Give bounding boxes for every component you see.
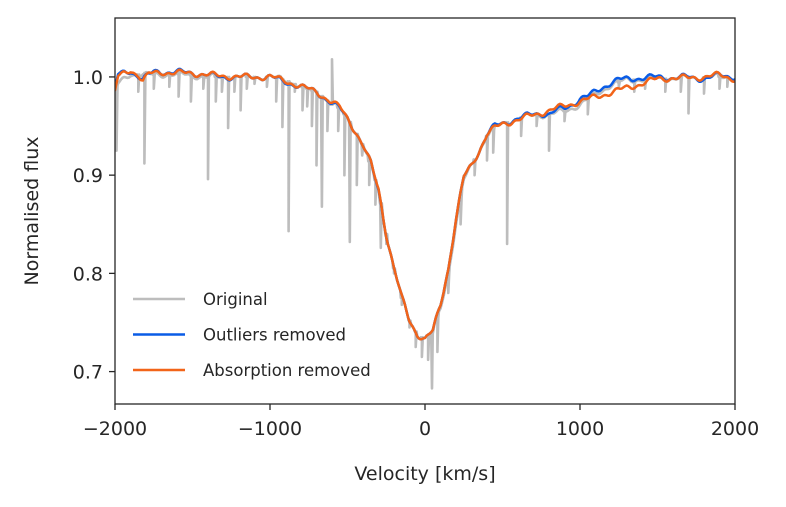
y-tick-label: 0.7 bbox=[73, 362, 103, 384]
legend-label: Outliers removed bbox=[203, 326, 346, 345]
x-axis-ticks: −2000 −1000 0 1000 2000 bbox=[83, 404, 759, 440]
chart-legend: Original Outliers removed Absorption remov… bbox=[133, 290, 371, 380]
y-axis-ticks: 0.7 0.8 0.9 1.0 bbox=[73, 67, 115, 384]
x-tick-label: −1000 bbox=[238, 418, 302, 440]
series-layer bbox=[115, 58, 735, 390]
y-tick-label: 0.9 bbox=[73, 165, 103, 187]
y-tick-label: 1.0 bbox=[73, 67, 103, 89]
x-tick-label: 2000 bbox=[711, 418, 759, 440]
legend-label: Original bbox=[203, 290, 268, 309]
y-tick-label: 0.8 bbox=[73, 263, 103, 285]
x-tick-label: −2000 bbox=[83, 418, 147, 440]
x-axis-label: Velocity [km/s] bbox=[354, 463, 495, 485]
legend-label: Absorption removed bbox=[203, 361, 371, 380]
series-line-absorption-removed bbox=[115, 68, 735, 341]
x-tick-label: 0 bbox=[419, 418, 431, 440]
y-axis-label: Normalised flux bbox=[21, 137, 43, 286]
x-tick-label: 1000 bbox=[556, 418, 604, 440]
